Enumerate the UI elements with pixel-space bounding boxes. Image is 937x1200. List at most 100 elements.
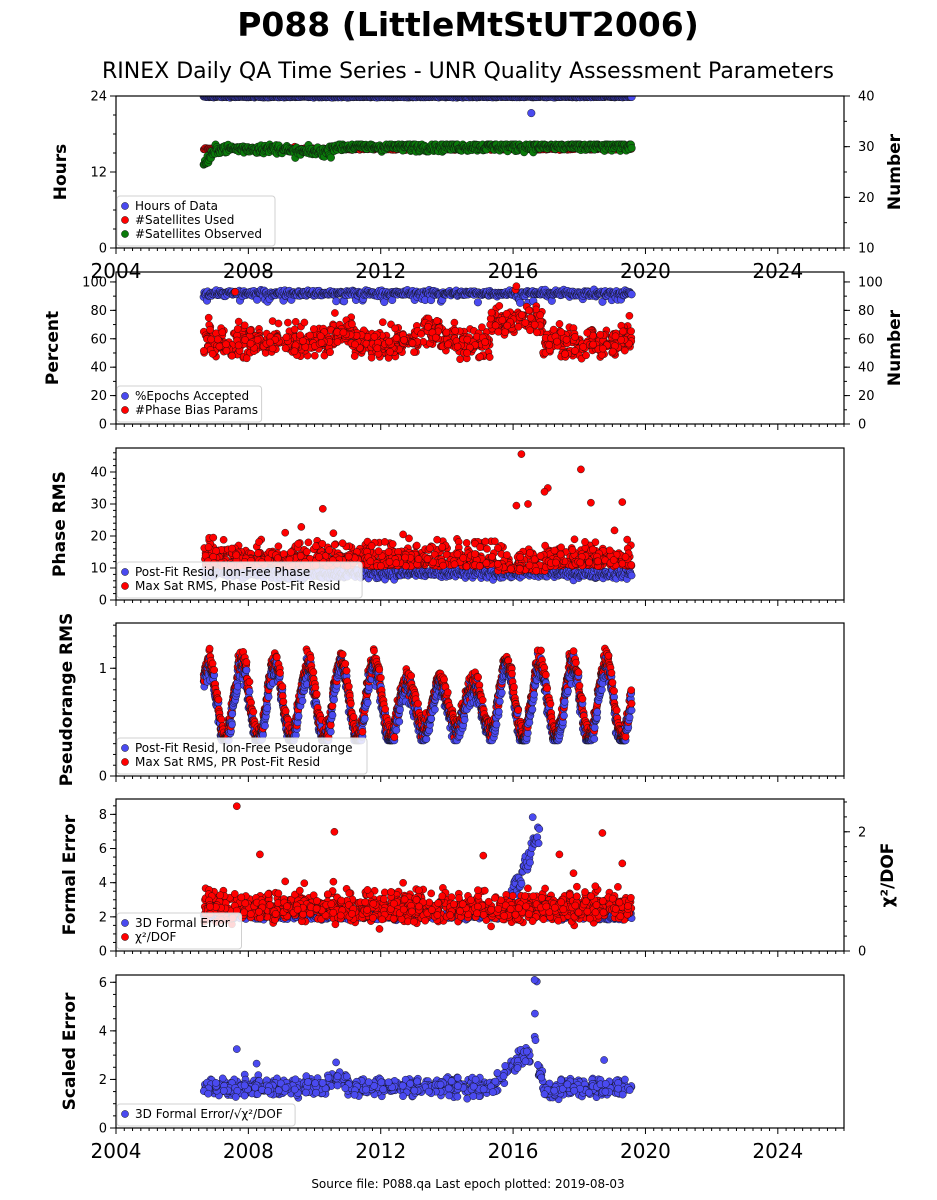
data-point bbox=[450, 318, 459, 327]
data-point bbox=[290, 325, 299, 334]
data-point bbox=[571, 333, 579, 341]
data-point bbox=[310, 351, 319, 360]
data-point bbox=[399, 530, 407, 539]
data-point bbox=[339, 328, 348, 337]
data-point bbox=[619, 327, 627, 336]
x-tick-label: 2020 bbox=[620, 259, 671, 283]
data-point bbox=[417, 330, 426, 338]
y-tick-label: 24 bbox=[90, 90, 107, 105]
data-point bbox=[478, 323, 486, 332]
legend-marker bbox=[121, 392, 129, 400]
data-point bbox=[545, 341, 554, 349]
x-tick-label: 2024 bbox=[752, 259, 803, 283]
data-point bbox=[491, 321, 500, 330]
data-point bbox=[208, 349, 217, 358]
data-point bbox=[408, 339, 417, 347]
panels: 2004 2008 2012 2016 2020 20240122410203040Hou… bbox=[43, 90, 905, 1164]
y-axis-label: Percent bbox=[43, 311, 63, 385]
data-point bbox=[495, 302, 504, 310]
data-point bbox=[456, 355, 464, 364]
data-point bbox=[412, 541, 421, 550]
x-axis bbox=[115, 424, 845, 430]
panel-1: 2004 2008 2012 2016 2020 20240122410203040Hou… bbox=[51, 90, 905, 284]
data-point bbox=[326, 153, 335, 162]
x-tick-label: 2016 bbox=[488, 259, 539, 283]
data-point bbox=[206, 325, 214, 334]
legend: %Epochs Accepted#Phase Bias Params bbox=[116, 385, 263, 423]
data-point bbox=[498, 316, 507, 324]
data-point bbox=[240, 321, 249, 330]
data-point bbox=[253, 335, 262, 344]
data-point bbox=[431, 333, 440, 342]
data-point bbox=[582, 351, 590, 360]
data-point bbox=[222, 346, 231, 355]
data-point bbox=[306, 331, 314, 340]
data-point bbox=[333, 338, 342, 346]
data-point bbox=[350, 352, 359, 360]
data-point bbox=[555, 320, 564, 328]
data-point bbox=[291, 317, 300, 326]
legend-label: #Satellites Observed bbox=[135, 227, 262, 241]
data-point bbox=[625, 311, 634, 320]
legend-label: Hours of Data bbox=[135, 199, 218, 213]
data-point bbox=[424, 322, 432, 331]
data-point bbox=[242, 354, 251, 363]
data-point bbox=[526, 313, 535, 322]
data-point bbox=[476, 352, 484, 361]
data-point bbox=[627, 96, 636, 102]
data-point bbox=[351, 340, 359, 349]
y2-tick-label: 80 bbox=[858, 304, 875, 319]
figure-subtitle: RINEX Daily QA Time Series - UNR Quality… bbox=[102, 59, 834, 84]
data-point bbox=[392, 334, 401, 342]
data-point bbox=[627, 143, 636, 153]
y-tick-label: 100 bbox=[82, 275, 107, 290]
data-point bbox=[222, 340, 230, 349]
data-point bbox=[463, 349, 471, 357]
data-point bbox=[367, 353, 376, 362]
data-point bbox=[473, 298, 482, 307]
data-point bbox=[274, 542, 283, 551]
data-point bbox=[386, 347, 394, 356]
data-point bbox=[549, 325, 558, 334]
data-point bbox=[290, 347, 299, 356]
data-point bbox=[611, 332, 620, 341]
y-tick-label: 40 bbox=[90, 361, 107, 376]
data-point bbox=[494, 327, 503, 336]
data-point bbox=[503, 321, 512, 330]
data-point bbox=[218, 328, 227, 337]
y-tick-label: 0 bbox=[99, 242, 107, 257]
data-point bbox=[266, 338, 274, 347]
data-point bbox=[596, 330, 605, 339]
data-point bbox=[219, 535, 228, 544]
data-point bbox=[502, 309, 511, 318]
data-points bbox=[199, 282, 636, 364]
data-point bbox=[533, 328, 541, 337]
legend-label: #Satellites Used bbox=[135, 213, 234, 227]
data-point bbox=[463, 335, 472, 344]
data-point bbox=[241, 336, 249, 344]
data-point bbox=[444, 340, 452, 349]
data-point bbox=[433, 316, 441, 325]
data-point bbox=[608, 347, 617, 356]
data-point bbox=[299, 337, 307, 345]
data-point bbox=[516, 298, 525, 307]
figure-title: P088 (LittleMtStUT2006) bbox=[237, 5, 699, 44]
data-point bbox=[233, 325, 242, 333]
data-point bbox=[525, 306, 533, 315]
data-point bbox=[329, 529, 338, 538]
legend-marker bbox=[121, 406, 129, 414]
legend: Hours of Data#Satellites Used#Satellites… bbox=[116, 195, 276, 247]
y2-tick-label: 20 bbox=[858, 191, 875, 206]
data-point bbox=[231, 288, 239, 296]
data-point bbox=[617, 336, 625, 344]
data-point bbox=[348, 320, 356, 329]
legend-box bbox=[116, 385, 263, 423]
data-point bbox=[526, 326, 534, 335]
data-point bbox=[400, 336, 408, 344]
data-point bbox=[527, 109, 536, 118]
data-point bbox=[571, 346, 579, 355]
